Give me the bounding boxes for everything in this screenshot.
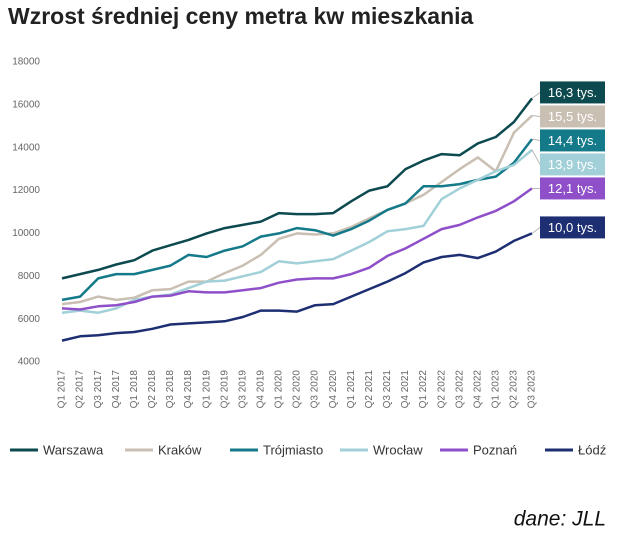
label-box [540,177,605,200]
data-label: 14,4 tys. [548,133,597,148]
x-tick-label: Q4 2018 [183,370,194,409]
series-line [61,232,533,342]
data-label: 13,9 tys. [548,157,597,172]
x-tick-label: Q3 2022 [454,370,465,409]
y-tick-label: 12000 [12,185,40,196]
legend-label: Warszawa [43,442,104,457]
x-tick-label: Q1 2019 [201,370,212,409]
y-tick-label: 6000 [18,314,41,325]
label-box [540,81,605,104]
x-tick-label: Q2 2023 [509,370,520,409]
legend-label: Wrocław [373,442,423,457]
label-connector [531,227,541,234]
x-tick-label: Q3 2020 [310,370,321,409]
x-tick-label: Q1 2018 [129,370,140,409]
label-connector [531,149,541,165]
label-box [540,105,605,128]
label-box [540,153,605,176]
data-label: 15,5 tys. [548,109,597,124]
series-line [61,187,533,311]
x-tick-label: Q3 2023 [527,370,538,409]
legend-label: Poznań [473,442,517,457]
x-tick-label: Q4 2022 [472,370,483,409]
x-tick-label: Q2 2021 [364,370,375,409]
series-line [61,97,533,280]
series-line [61,114,533,306]
legend-label: Trójmiasto [263,442,323,457]
x-tick-label: Q1 2021 [346,370,357,409]
x-tick-label: Q2 2020 [292,370,303,409]
x-tick-label: Q1 2017 [57,370,68,409]
y-tick-label: 18000 [12,57,40,68]
y-tick-label: 8000 [18,271,41,282]
data-label: 12,1 tys. [548,181,597,196]
x-tick-label: Q2 2022 [436,370,447,409]
x-tick-label: Q4 2019 [255,370,266,409]
series-line [61,148,533,314]
x-tick-label: Q4 2020 [328,370,339,409]
x-tick-label: Q4 2021 [400,370,411,409]
y-tick-label: 10000 [12,228,40,239]
x-tick-label: Q1 2023 [490,370,501,409]
y-tick-label: 14000 [12,142,40,153]
legend-label: Łódź [578,442,606,457]
label-box [540,216,605,239]
data-label: 16,3 tys. [548,85,597,100]
x-tick-label: Q1 2020 [274,370,285,409]
x-tick-label: Q3 2017 [93,370,104,409]
chart-title: Wzrost średniej ceny metra kw mieszkania [8,3,474,29]
x-tick-label: Q2 2017 [75,370,86,409]
x-tick-label: Q1 2022 [418,370,429,409]
legend-label: Kraków [158,442,202,457]
x-tick-label: Q2 2018 [147,370,158,409]
x-tick-label: Q3 2018 [165,370,176,409]
x-tick-label: Q2 2019 [219,370,230,409]
y-tick-label: 16000 [12,99,40,110]
data-label: 10,0 tys. [548,220,597,235]
x-tick-label: Q3 2019 [237,370,248,409]
label-connector [531,92,541,99]
source: dane: JLL [514,508,606,531]
x-tick-label: Q3 2021 [382,370,393,409]
y-tick-label: 4000 [18,357,41,368]
label-connector [531,115,541,117]
label-connector [531,138,541,141]
x-tick-label: Q4 2017 [111,370,122,409]
series-line [61,138,533,302]
label-box [540,129,605,152]
